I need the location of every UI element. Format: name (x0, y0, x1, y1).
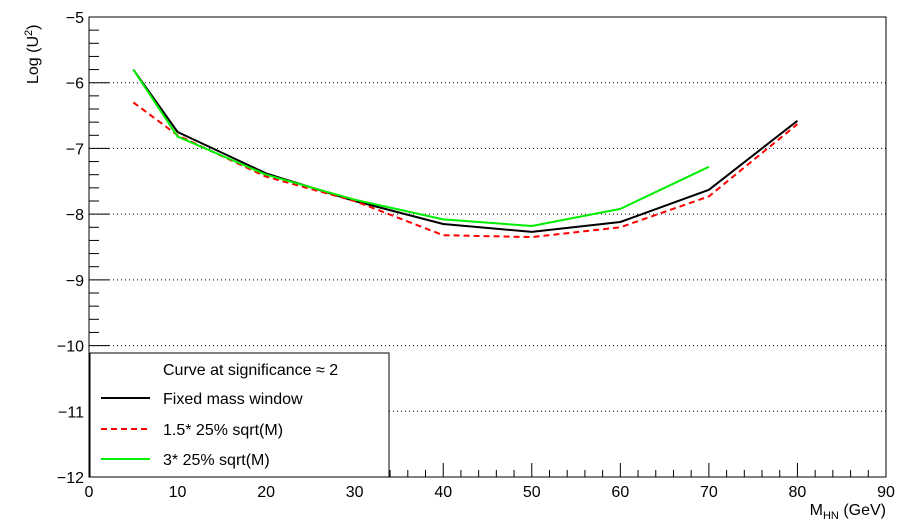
x-axis-title: MHN (GeV) (810, 502, 886, 522)
y-tick-label: −7 (66, 141, 84, 158)
y-tick-label: −10 (57, 339, 84, 356)
series-line-fixed-mass-window (132, 69, 799, 233)
x-tick-label: 0 (85, 484, 94, 501)
legend-header: Curve at significance ≈ 2 (163, 362, 338, 379)
x-tick-label: 80 (789, 484, 807, 501)
legend-label-1p5-25pct-sqrt-m: 1.5* 25% sqrt(M) (163, 422, 283, 439)
x-tick-label: 20 (257, 484, 275, 501)
series-line-1p5-25pct-sqrt-m (132, 101, 799, 239)
x-tick-label: 40 (434, 484, 452, 501)
x-tick-label: 50 (523, 484, 541, 501)
x-tick-label: 10 (169, 484, 187, 501)
tick-labels: 0 10 20 30 40 50 60 70 80 90 −12 −11 −10 −9 −8 −7 −6 −5 (57, 10, 895, 501)
y-tick-label: −9 (66, 273, 84, 290)
y-axis-title: Log (U2) (23, 25, 42, 84)
y-tick-label: −6 (66, 76, 84, 93)
x-tick-label: 90 (877, 484, 895, 501)
y-tick-label: −8 (66, 207, 84, 224)
legend-label-3-25pct-sqrt-m: 3* 25% sqrt(M) (163, 452, 270, 469)
grid-lines (89, 82, 886, 412)
x-tick-label: 60 (611, 484, 629, 501)
y-tick-label: −5 (66, 10, 84, 27)
x-tick-label: 30 (346, 484, 364, 501)
series-lines (132, 69, 799, 239)
y-tick-label: −11 (58, 404, 84, 421)
x-tick-label: 70 (700, 484, 718, 501)
legend-label-fixed-mass-window: Fixed mass window (163, 391, 303, 408)
legend: Curve at significance ≈ 2 Fixed mass win… (89, 352, 390, 478)
y-tick-label: −12 (57, 470, 84, 487)
series-line-3-25pct-sqrt-m (132, 69, 710, 227)
plot-frame (88, 16, 887, 478)
legend-box (89, 352, 390, 478)
